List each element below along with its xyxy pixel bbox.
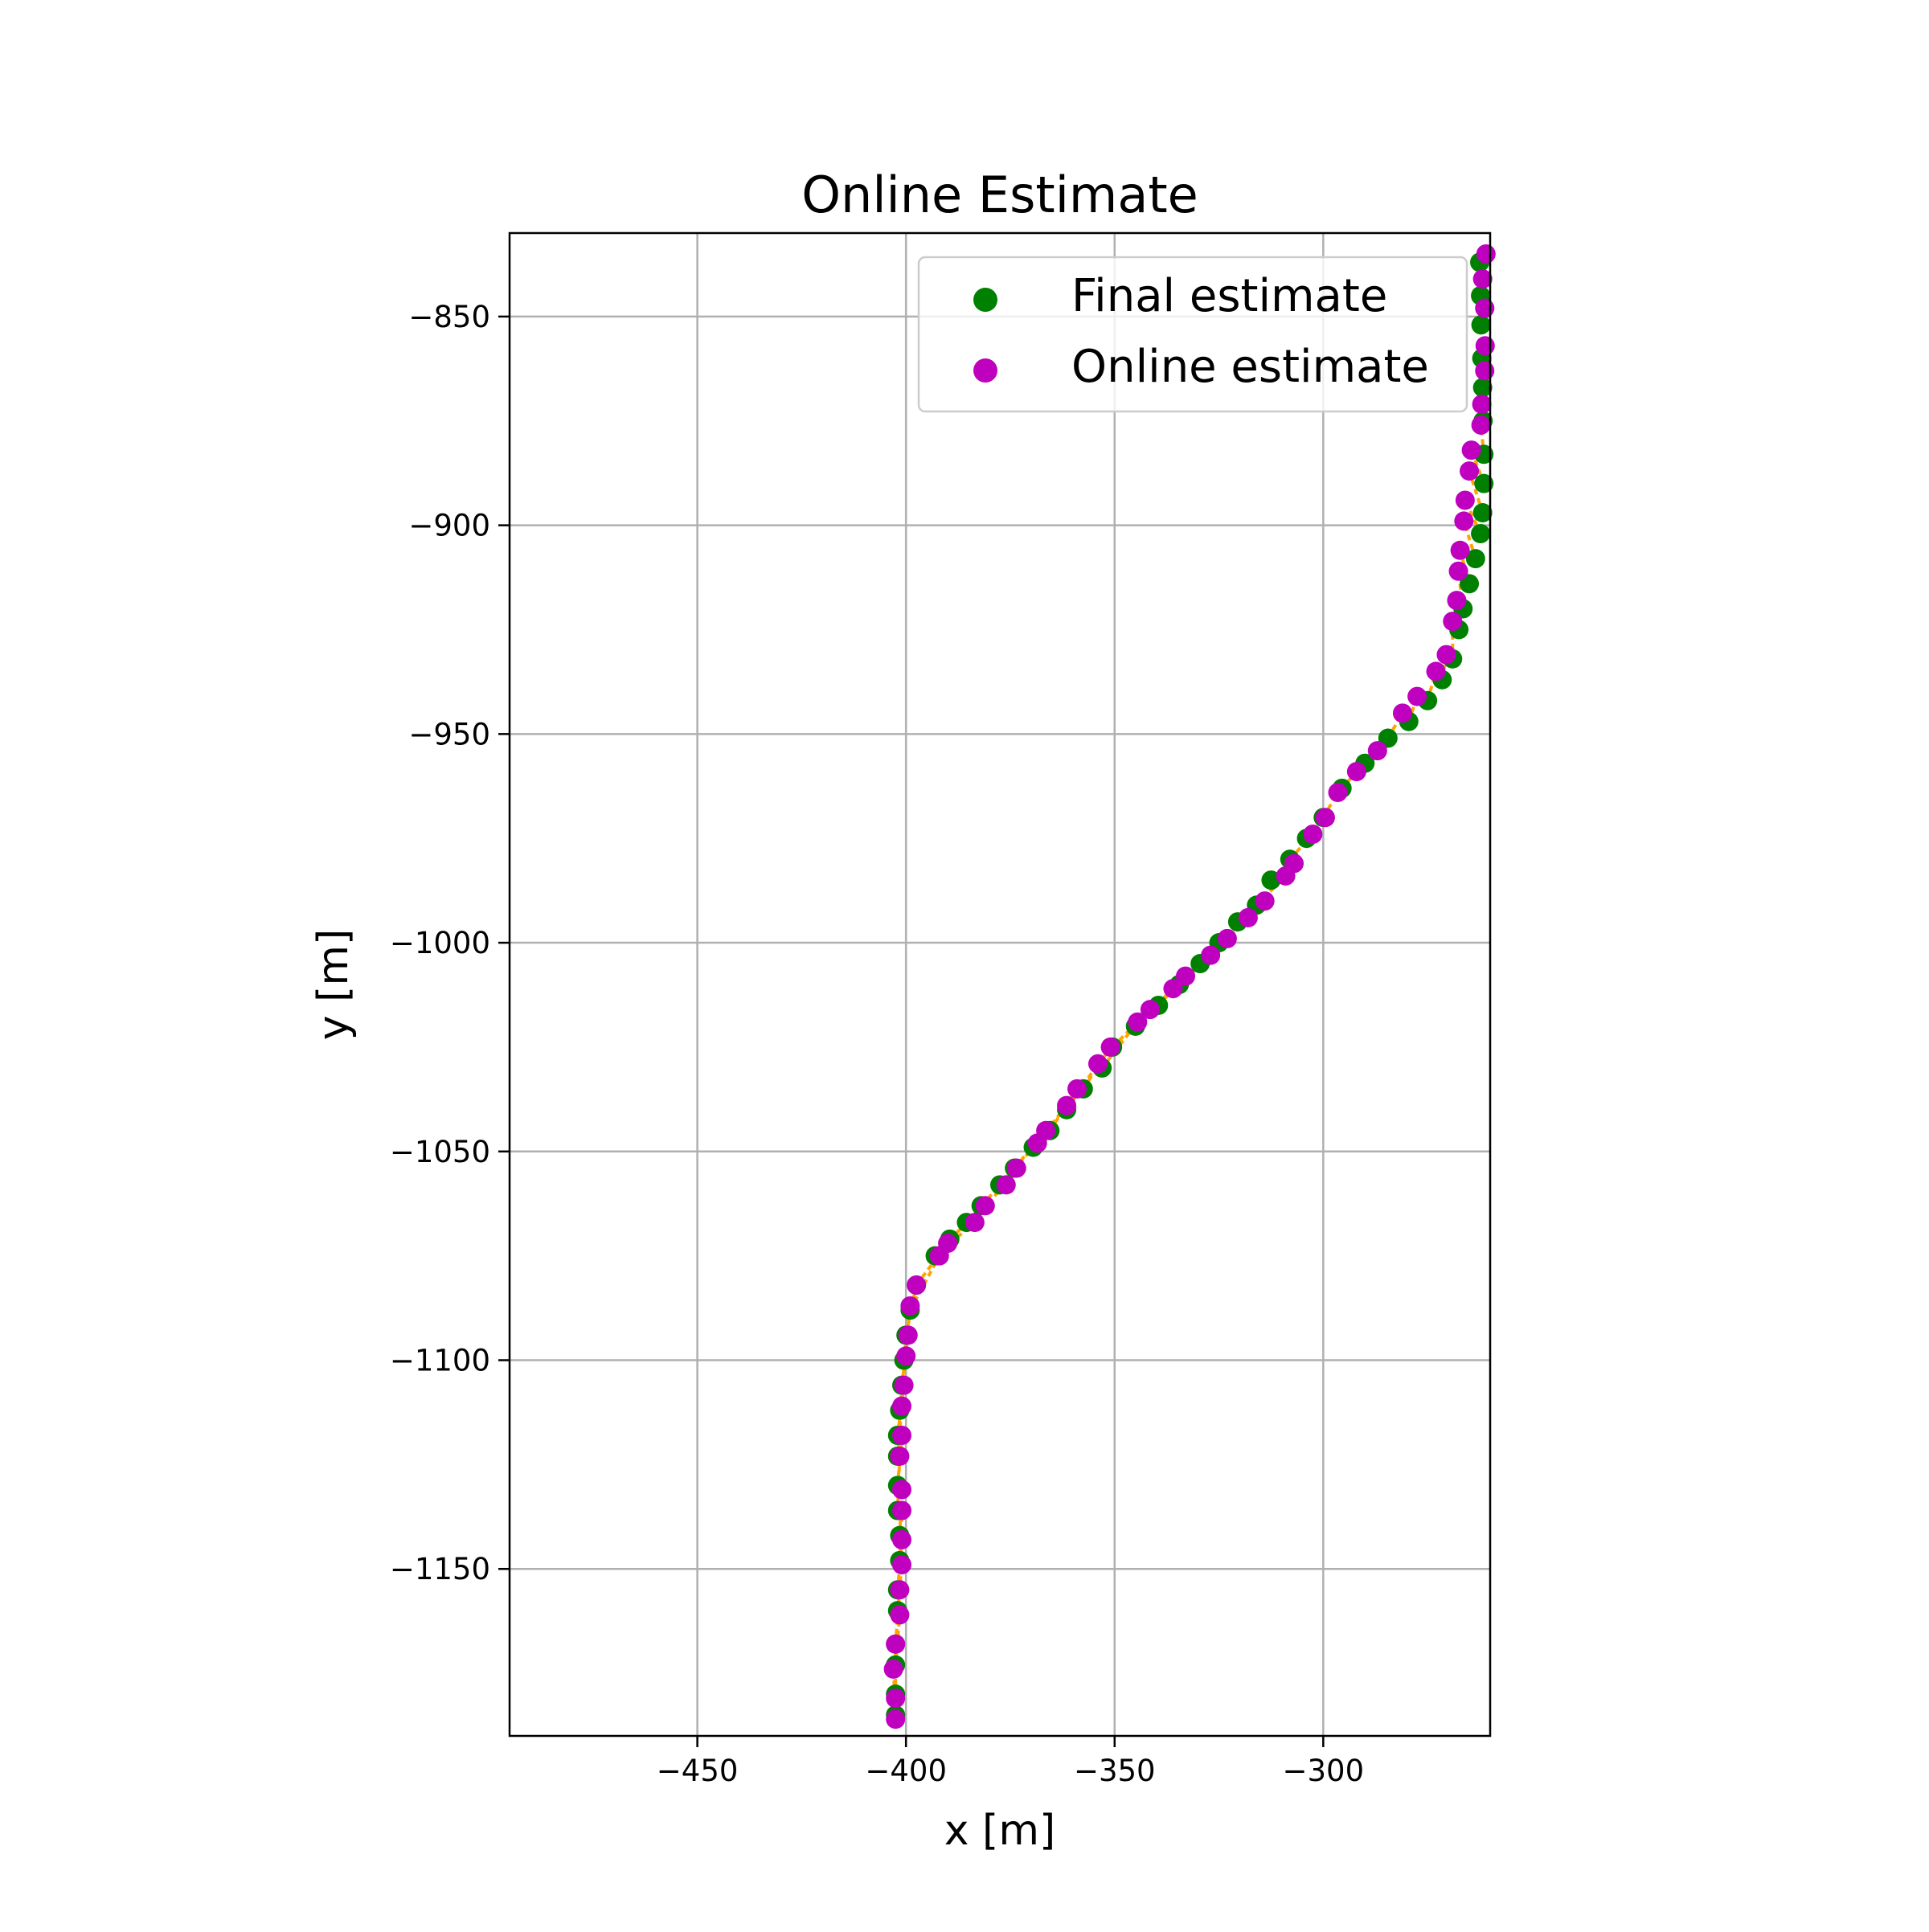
online-estimate-point: [894, 1375, 914, 1395]
online-estimate-point: [890, 1605, 910, 1625]
online-estimate-point: [1328, 783, 1348, 803]
final-estimate-point: [1261, 870, 1281, 890]
online-estimate-point: [975, 1196, 995, 1216]
online-estimate-point: [1475, 361, 1495, 381]
x-tick-label: −300: [1283, 1754, 1365, 1788]
online-estimate-point: [1006, 1158, 1026, 1178]
online-estimate-point: [1460, 461, 1480, 481]
online-estimate-point: [886, 1634, 906, 1654]
online-estimate-point: [1455, 490, 1475, 510]
online-estimate-point: [1027, 1133, 1047, 1153]
online-estimate-point: [1476, 244, 1496, 264]
online-estimate-point: [1461, 440, 1481, 460]
online-estimate-point: [1472, 269, 1493, 289]
x-tick-label: −400: [865, 1754, 947, 1788]
online-estimate-point: [892, 1555, 911, 1575]
connector-line: [1468, 470, 1485, 514]
final-estimate-point: [1460, 574, 1480, 594]
axis-ticks: −450 −400 −350 −300 −850 −900 −950 −1000 −1050 −1…: [390, 300, 1364, 1788]
online-estimate-point: [1426, 661, 1446, 682]
online-estimate-point: [892, 1396, 911, 1416]
online-estimate-point: [1057, 1095, 1077, 1115]
online-estimate-point: [898, 1325, 918, 1345]
online-estimate-point: [1140, 1000, 1160, 1020]
y-tick-label: −1150: [390, 1552, 490, 1586]
online-estimate-point: [892, 1480, 911, 1500]
legend-final-label: Final estimate: [1071, 270, 1387, 322]
online-estimate-point: [1450, 540, 1470, 560]
x-tick-label: −350: [1074, 1754, 1156, 1788]
legend-box: [917, 256, 1468, 413]
legend-final-marker: [973, 288, 997, 312]
x-tick-label: −450: [657, 1754, 739, 1788]
online-estimate-point: [883, 1659, 903, 1679]
final-estimate-point: [1471, 315, 1491, 335]
y-tick-label: −1100: [390, 1344, 490, 1378]
online-estimate-point: [896, 1346, 916, 1366]
final-estimate-point: [1472, 378, 1493, 398]
y-tick-label: −1050: [390, 1135, 490, 1169]
legend-online-marker: [973, 358, 997, 383]
online-estimate-point: [1443, 612, 1463, 632]
y-tick-label: −1000: [390, 926, 490, 960]
online-estimate-point: [1100, 1037, 1120, 1057]
final-estimate-point: [1471, 524, 1491, 543]
online-estimate-point: [1367, 741, 1387, 761]
legend: Final estimate Online estimate: [917, 256, 1468, 413]
online-estimate-point: [1201, 945, 1221, 965]
online-estimate-series: [883, 244, 1496, 1729]
online-estimate-point: [907, 1275, 927, 1295]
y-axis-label: y [m]: [309, 929, 358, 1041]
online-estimate-point: [886, 1709, 906, 1729]
online-estimate-point: [900, 1296, 920, 1316]
final-estimate-point: [1472, 503, 1493, 523]
online-estimate-point: [1088, 1054, 1108, 1074]
online-estimate-point: [996, 1175, 1016, 1195]
online-estimate-point: [886, 1688, 906, 1709]
online-estimate-point: [1067, 1079, 1087, 1099]
online-estimate-point: [1471, 415, 1491, 435]
online-estimate-point: [1303, 825, 1323, 844]
online-estimate-point: [1255, 891, 1275, 911]
online-estimate-point: [1315, 808, 1335, 828]
online-estimate-point: [1472, 394, 1492, 414]
plot-frame: [508, 231, 1492, 1738]
y-tick-label: −900: [408, 509, 490, 543]
x-axis-label: x [m]: [944, 1807, 1056, 1855]
y-tick-label: −950: [408, 717, 490, 751]
online-estimate-point: [964, 1213, 985, 1233]
online-estimate-point: [1454, 511, 1474, 531]
online-estimate-point: [1128, 1012, 1148, 1032]
chart-title: Online Estimate: [801, 166, 1198, 224]
grid: [510, 233, 1490, 1736]
online-estimate-point: [1346, 762, 1366, 782]
y-tick-label: −850: [408, 300, 490, 334]
online-estimate-point: [1447, 591, 1467, 611]
final-estimate-point: [1474, 473, 1494, 493]
online-estimate-point: [1276, 866, 1296, 886]
legend-online-label: Online estimate: [1071, 341, 1429, 393]
final-estimate-point: [1465, 549, 1485, 569]
online-estimate-point: [1407, 686, 1427, 706]
online-estimate-point: [1436, 645, 1456, 665]
online-estimate-point: [1448, 561, 1468, 581]
online-estimate-point: [1475, 336, 1495, 356]
online-estimate-point: [929, 1246, 949, 1266]
online-estimate-point: [892, 1529, 911, 1549]
online-estimate-point: [890, 1446, 910, 1466]
online-estimate-point: [892, 1500, 911, 1521]
online-estimate-point: [1176, 966, 1196, 986]
online-estimate-point: [1217, 928, 1237, 948]
online-estimate-point: [1238, 907, 1258, 927]
online-estimate-point: [892, 1426, 911, 1445]
online-estimate-point: [1163, 979, 1183, 999]
online-estimate-point: [890, 1580, 910, 1600]
online-estimate-point: [1475, 298, 1495, 318]
online-estimate-point: [1392, 703, 1412, 723]
